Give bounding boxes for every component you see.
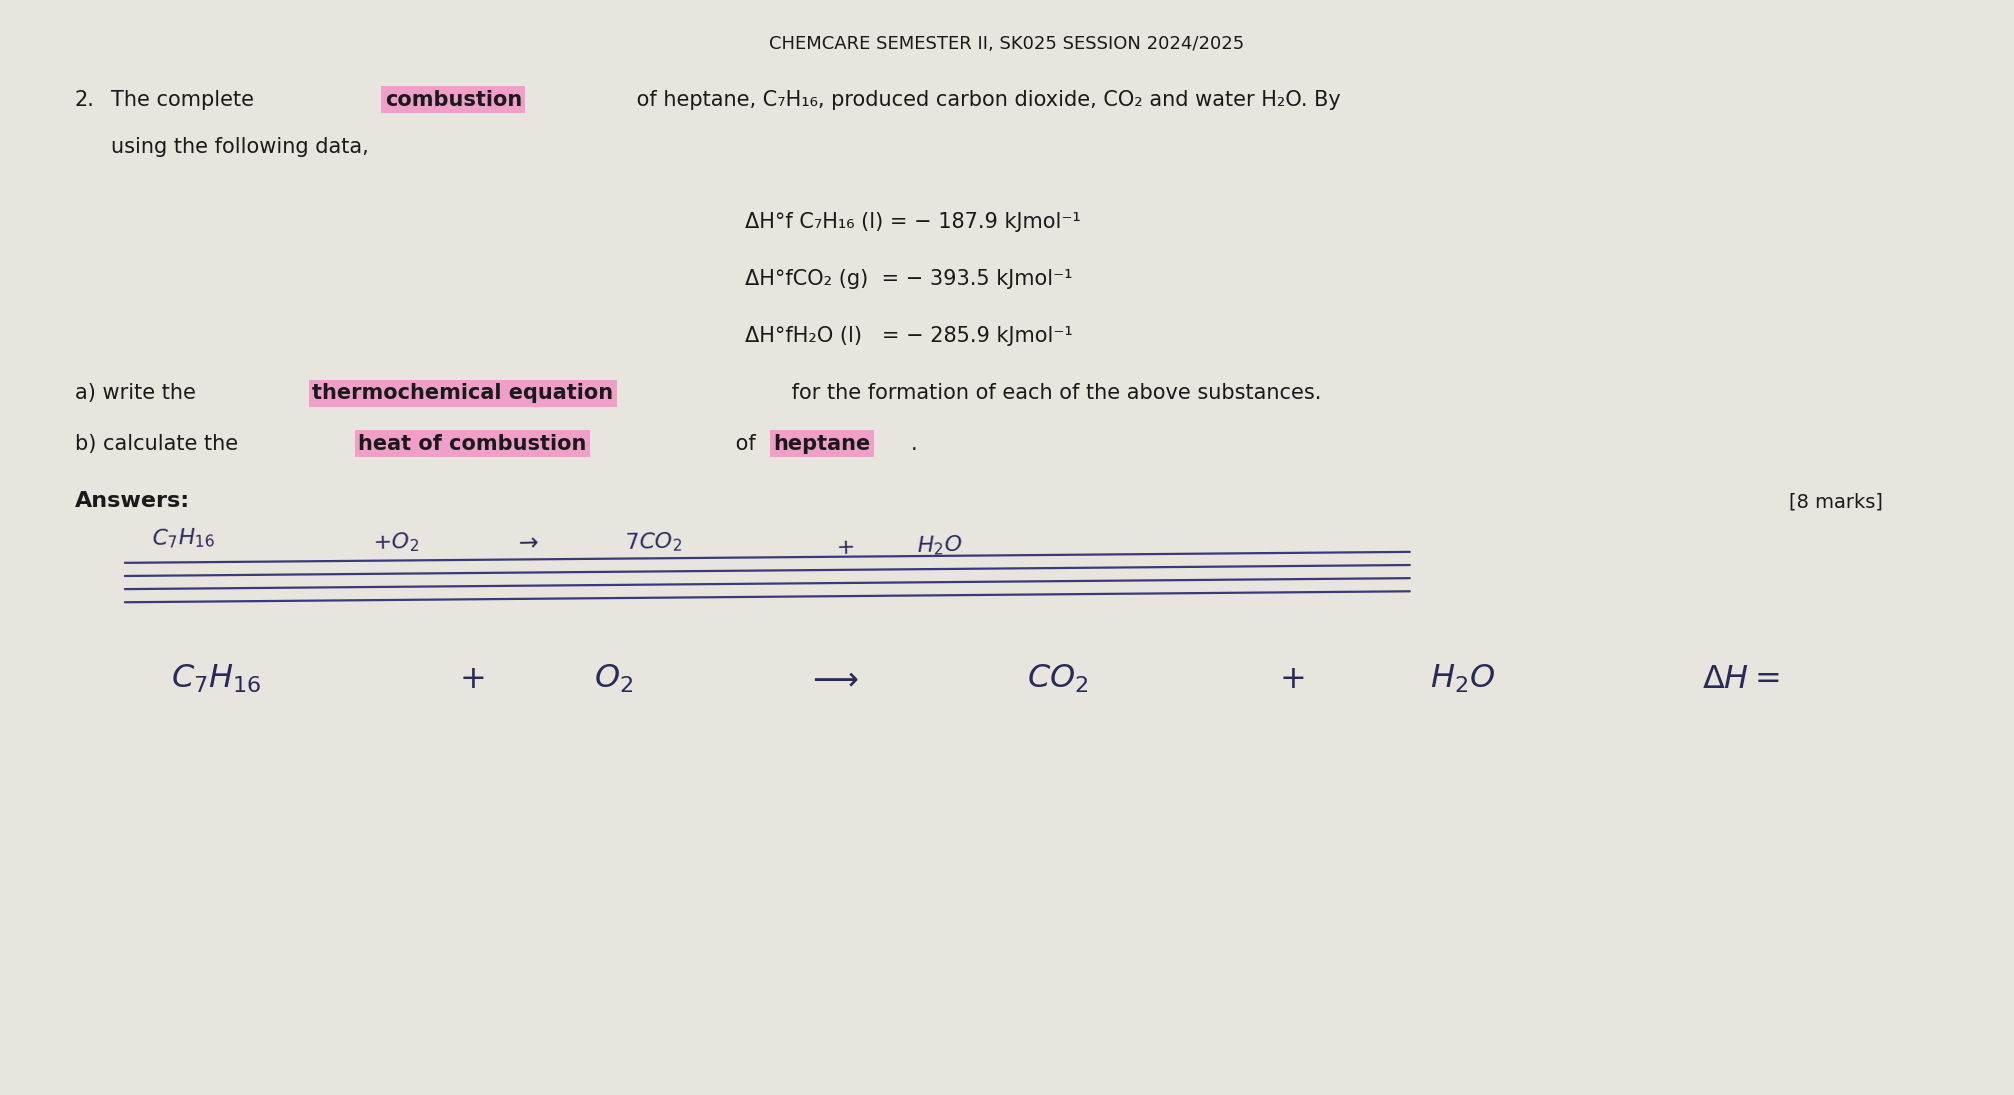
Text: Answers:: Answers: (75, 491, 189, 510)
Text: b) calculate the: b) calculate the (75, 434, 244, 453)
Text: $H_2O$: $H_2O$ (1430, 662, 1494, 695)
Text: 2.: 2. (75, 90, 95, 110)
Text: $+$: $+$ (459, 665, 485, 695)
Text: of: of (729, 434, 763, 453)
Text: ΔH°f C₇H₁₆ (l) = − 187.9 kJmol⁻¹: ΔH°f C₇H₁₆ (l) = − 187.9 kJmol⁻¹ (745, 212, 1082, 232)
Text: $\rightarrow$: $\rightarrow$ (514, 530, 540, 555)
Text: $\longrightarrow$: $\longrightarrow$ (806, 665, 858, 695)
Text: of heptane, C₇H₁₆, produced carbon dioxide, CO₂ and water H₂O. By: of heptane, C₇H₁₆, produced carbon dioxi… (630, 90, 1341, 110)
Text: for the formation of each of the above substances.: for the formation of each of the above s… (785, 383, 1321, 403)
Text: CHEMCARE SEMESTER II, SK025 SESSION 2024/2025: CHEMCARE SEMESTER II, SK025 SESSION 2024… (769, 35, 1245, 53)
Text: using the following data,: using the following data, (111, 137, 369, 157)
Text: $\Delta H=$: $\Delta H=$ (1702, 665, 1780, 695)
Text: The complete: The complete (111, 90, 260, 110)
Text: ΔH°fCO₂ (g)  = − 393.5 kJmol⁻¹: ΔH°fCO₂ (g) = − 393.5 kJmol⁻¹ (745, 269, 1073, 289)
Text: .: . (910, 434, 916, 453)
Text: ΔH°fH₂O (l)   = − 285.9 kJmol⁻¹: ΔH°fH₂O (l) = − 285.9 kJmol⁻¹ (745, 326, 1073, 346)
Text: heat of combustion: heat of combustion (358, 434, 586, 453)
Text: $CO_2$: $CO_2$ (1027, 662, 1090, 695)
Text: $+$: $+$ (836, 538, 854, 558)
Text: $O_2$: $O_2$ (594, 662, 632, 695)
Text: thermochemical equation: thermochemical equation (312, 383, 614, 403)
Text: a) write the: a) write the (75, 383, 201, 403)
Text: combustion: combustion (385, 90, 522, 110)
Text: $+$: $+$ (1279, 665, 1305, 695)
Text: $+O_2$: $+O_2$ (373, 530, 419, 555)
Text: $H_2O$: $H_2O$ (916, 533, 963, 558)
Text: heptane: heptane (773, 434, 870, 453)
Text: $C_7H_{16}$: $C_7H_{16}$ (171, 662, 262, 695)
Text: $C_7H_{16}$: $C_7H_{16}$ (151, 526, 215, 551)
Text: $7CO_2$: $7CO_2$ (624, 530, 683, 555)
Text: [8 marks]: [8 marks] (1788, 493, 1883, 511)
